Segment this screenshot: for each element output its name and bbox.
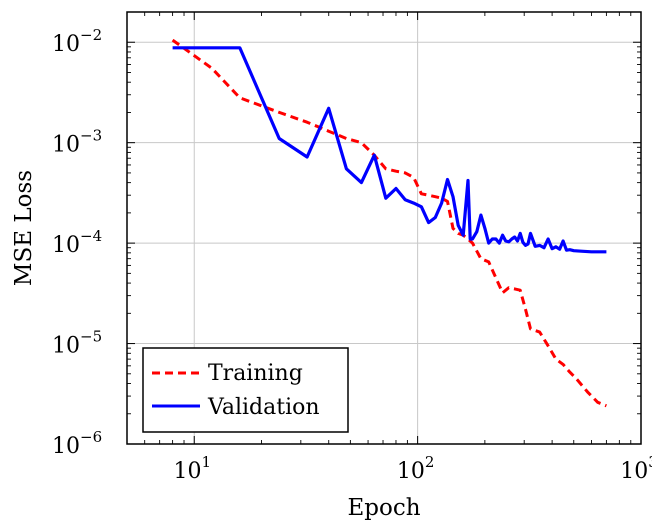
x-tick-label: 101: [173, 453, 211, 484]
x-tick-label: 102: [397, 453, 435, 484]
plot-frame: [126, 11, 642, 445]
y-tick-label: 10−6: [52, 428, 102, 459]
y-tick-labels: 10−2 10−3 10−4 10−5 10−6: [52, 26, 102, 459]
legend: Training Validation: [142, 347, 349, 433]
y-tick-label: 10−3: [52, 127, 102, 158]
y-axis-label: MSE Loss: [11, 170, 37, 286]
legend-label-training: Training: [208, 361, 303, 386]
legend-label-validation: Validation: [207, 395, 320, 420]
y-tick-label: 10−2: [52, 26, 102, 57]
x-tick-labels: 101 102 103: [173, 453, 652, 484]
x-tick-label: 103: [620, 453, 652, 484]
series-lines: [171, 38, 607, 408]
series-validation-line: [172, 46, 607, 254]
y-tick-label: 10−4: [52, 227, 102, 258]
legend-box: [142, 347, 349, 433]
y-tick-label: 10−5: [52, 328, 102, 359]
x-axis-label: Epoch: [347, 495, 420, 521]
